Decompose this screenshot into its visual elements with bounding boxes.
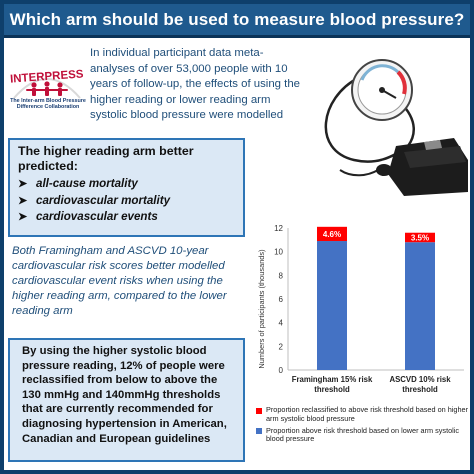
legend-item-lower-arm: Proportion above risk threshold based on… bbox=[254, 426, 470, 445]
y-tick-label: 6 bbox=[279, 295, 284, 304]
arrow-bullet-icon: ➤ bbox=[18, 194, 28, 207]
reclassification-text: By using the higher systolic blood press… bbox=[22, 345, 227, 445]
x-tick-label: threshold bbox=[402, 385, 438, 394]
findings-heading: The higher reading arm better predicted: bbox=[18, 144, 194, 173]
bar-data-label: 3.5% bbox=[411, 233, 429, 242]
logo-arc-icon bbox=[13, 78, 81, 99]
logo-wordmark: INTERPRESS bbox=[10, 68, 84, 85]
y-tick-label: 4 bbox=[279, 319, 284, 328]
y-tick-label: 10 bbox=[274, 248, 283, 257]
chart-legend: Proportion reclassified to above risk th… bbox=[254, 405, 470, 447]
risk-scores-text: Both Framingham and ASCVD 10-year cardio… bbox=[12, 245, 227, 317]
page-title: Which arm should be used to measure bloo… bbox=[9, 9, 465, 29]
title-bar: Which arm should be used to measure bloo… bbox=[4, 4, 470, 38]
y-tick-label: 0 bbox=[279, 366, 284, 375]
logo-subtitle: The Inter-arm Blood Pressure Difference … bbox=[10, 98, 86, 111]
intro-text: In individual participant data meta-anal… bbox=[90, 47, 301, 121]
list-item: ➤ cardiovascular mortality bbox=[18, 193, 235, 210]
arrow-bullet-icon: ➤ bbox=[18, 211, 28, 223]
bar-lower-arm bbox=[405, 242, 435, 370]
bar-reclassified bbox=[405, 232, 435, 243]
y-tick-label: 12 bbox=[274, 224, 283, 233]
y-tick-label: 2 bbox=[279, 342, 284, 351]
logo-figures-icon bbox=[26, 81, 68, 96]
y-tick-label: 8 bbox=[279, 271, 284, 280]
arrow-bullet-icon: ➤ bbox=[18, 178, 28, 190]
stacked-bar-chart: 0 2 4 6 8 10 12 Numbers of participants (thousa… bbox=[257, 224, 464, 394]
findings-list: ➤ all-cause mortality ➤ cardiovascular mor… bbox=[18, 176, 235, 226]
bar-data-label: 4.6% bbox=[323, 230, 341, 239]
bar-lower-arm bbox=[317, 241, 347, 370]
list-item: ➤ all-cause mortality bbox=[18, 176, 235, 193]
y-axis-title: Numbers of participants (thousands) bbox=[257, 249, 266, 368]
x-tick-label: ASCVD 10% risk bbox=[389, 375, 451, 384]
legend-swatch-red bbox=[256, 407, 262, 414]
legend-item-reclassified: Proportion reclassified to above risk th… bbox=[254, 405, 470, 424]
x-tick-label: threshold bbox=[314, 385, 350, 394]
x-tick-label: Framingham 15% risk bbox=[292, 375, 373, 384]
findings-box: The higher reading arm better predicted:… bbox=[8, 138, 245, 237]
reclassification-box: By using the higher systolic blood press… bbox=[8, 338, 245, 462]
legend-swatch-blue bbox=[256, 428, 262, 435]
interpress-logo: INTERPRESS bbox=[10, 68, 84, 99]
bar-reclassified bbox=[317, 226, 347, 242]
list-item: ➤ cardiovascular events bbox=[18, 209, 235, 226]
blood-pressure-cuff-icon bbox=[324, 59, 468, 196]
